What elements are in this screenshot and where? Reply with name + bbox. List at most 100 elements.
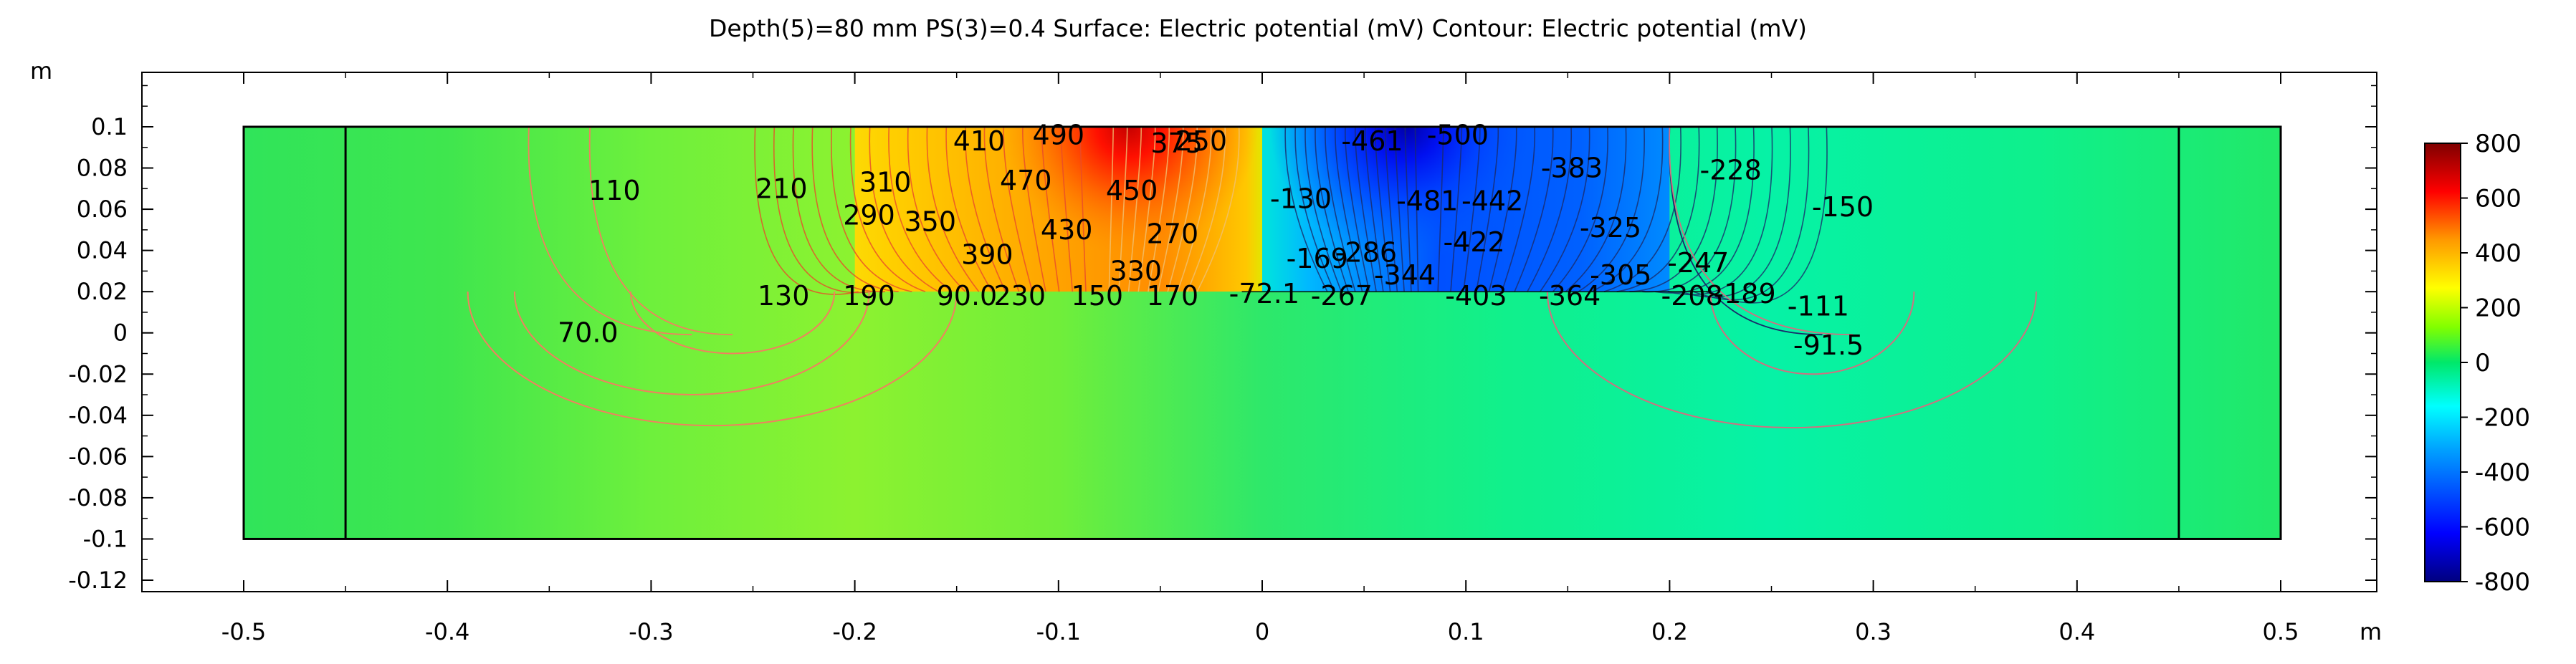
contour-label: 450 — [1106, 175, 1158, 206]
contour-label: -130 — [1270, 183, 1332, 215]
contour-line — [811, 127, 899, 292]
contour-label: 70.0 — [558, 317, 619, 349]
contour-label: -481 — [1396, 186, 1458, 217]
x-tick-label: -0.1 — [1036, 618, 1081, 645]
contour-line — [1527, 127, 1573, 292]
y-tick-label: -0.1 — [83, 525, 128, 552]
contour-label: 210 — [755, 173, 808, 204]
contour-line — [1603, 127, 1681, 292]
x-tick-label: 0 — [1255, 618, 1269, 645]
contour-label: 110 — [588, 175, 641, 206]
contour-label: 470 — [1000, 165, 1052, 196]
contour-line — [1186, 127, 1226, 292]
negative-source-spot — [1262, 127, 1670, 292]
contour-line — [1041, 127, 1060, 292]
contour-label: -500 — [1427, 120, 1489, 151]
contour-line — [1022, 127, 1046, 292]
contour-loop — [467, 292, 958, 427]
contour-line — [1706, 127, 1828, 304]
x-tick-label: 0.3 — [1855, 618, 1892, 645]
contour-line — [1488, 127, 1517, 292]
contour-line — [1060, 127, 1074, 292]
contour-label: -228 — [1700, 154, 1762, 186]
x-axis-label: m — [2360, 618, 2382, 645]
chart-title: Depth(5)=80 mm PS(3)=0.4 Surface: Electr… — [709, 14, 1807, 42]
x-tick-label: 0.2 — [1651, 618, 1688, 645]
contour-label: -442 — [1461, 186, 1523, 217]
contour-label: 190 — [843, 280, 895, 312]
contour-label: -150 — [1812, 191, 1874, 223]
contour-label: 430 — [1041, 214, 1093, 246]
contour-line — [1118, 127, 1128, 292]
contour-loop — [513, 292, 870, 396]
contour-line — [1394, 127, 1405, 292]
contour-loop — [629, 292, 836, 355]
contour-label: 310 — [859, 167, 912, 198]
contour-arc — [1669, 127, 1854, 336]
contour-label: -461 — [1341, 125, 1403, 157]
y-tick-label: -0.08 — [68, 484, 128, 511]
top-layer — [854, 127, 1670, 292]
contour-line — [773, 127, 872, 294]
contour-line — [1374, 127, 1391, 292]
colorbar-tick-label: -800 — [2475, 568, 2530, 597]
y-axis-ticks: 0.1 0.08 0.06 0.04 0.02 0 -0.02 -0.04 -0.06 -0.08… — [68, 85, 2377, 594]
contour-label: 410 — [953, 125, 1006, 157]
contour-label: -364 — [1539, 280, 1601, 312]
contour-line — [1578, 127, 1645, 292]
contour-label: 375 — [1150, 127, 1203, 159]
contour-lines — [467, 127, 2037, 429]
contour-line — [1157, 127, 1184, 292]
y-axis-label: m — [30, 57, 52, 85]
contour-label: 330 — [1110, 255, 1163, 287]
contour-label: -111 — [1788, 290, 1849, 322]
contour-label: -286 — [1335, 237, 1397, 269]
contour-label: -383 — [1541, 153, 1603, 184]
x-tick-label: 0.4 — [2059, 618, 2095, 645]
contour-line — [1667, 127, 1773, 296]
y-tick-label: 0.02 — [77, 278, 128, 305]
contour-line — [1404, 127, 1412, 292]
contour-loop — [1546, 292, 2037, 429]
contour-line — [1354, 127, 1377, 292]
contour-label: 150 — [1072, 280, 1124, 312]
contour-line — [1196, 127, 1240, 292]
contour-line — [1693, 127, 1810, 301]
contour-label: -403 — [1445, 280, 1507, 312]
domain-outline — [242, 125, 2282, 540]
contour-line — [1414, 127, 1419, 292]
contour-label: -247 — [1667, 247, 1729, 279]
colorbar-tick-label: 400 — [2475, 239, 2522, 268]
contour-line — [964, 127, 1006, 292]
contour-line — [1590, 127, 1664, 292]
contour-label: 170 — [1147, 280, 1199, 312]
contour-line — [1003, 127, 1034, 292]
contour-line — [1148, 127, 1170, 292]
contour-label: -91.5 — [1793, 329, 1864, 361]
contour-label: 490 — [1033, 120, 1085, 151]
contour-label: -267 — [1311, 280, 1373, 312]
x-tick-label: -0.4 — [425, 618, 469, 645]
contour-line — [1315, 127, 1349, 292]
contour-label: -422 — [1443, 226, 1504, 258]
contour-line — [1437, 127, 1444, 292]
colorbar: 800 600 400 200 0 -200 -400 -600 -800 — [2424, 130, 2530, 597]
contour-line — [1127, 127, 1142, 292]
contour-line — [754, 127, 859, 295]
y-tick-label: 0.1 — [91, 113, 128, 140]
contour-line — [983, 127, 1020, 292]
colorbar-tick-label: 200 — [2475, 294, 2522, 323]
domain-surface — [242, 125, 2282, 540]
contour-loop — [1709, 292, 1915, 375]
y-tick-label: -0.06 — [68, 443, 128, 470]
contour-line — [1284, 127, 1328, 292]
contour-line — [1108, 127, 1114, 292]
contour-line — [1384, 127, 1398, 292]
x-tick-label: 0.1 — [1448, 618, 1484, 645]
colorbar-tick-label: -200 — [2475, 404, 2530, 433]
contour-line — [1501, 127, 1536, 292]
y-tick-label: 0.04 — [77, 237, 128, 264]
contour-line — [869, 127, 940, 292]
colorbar-tick-label: 800 — [2475, 130, 2522, 158]
positive-source-spot — [854, 127, 1262, 292]
